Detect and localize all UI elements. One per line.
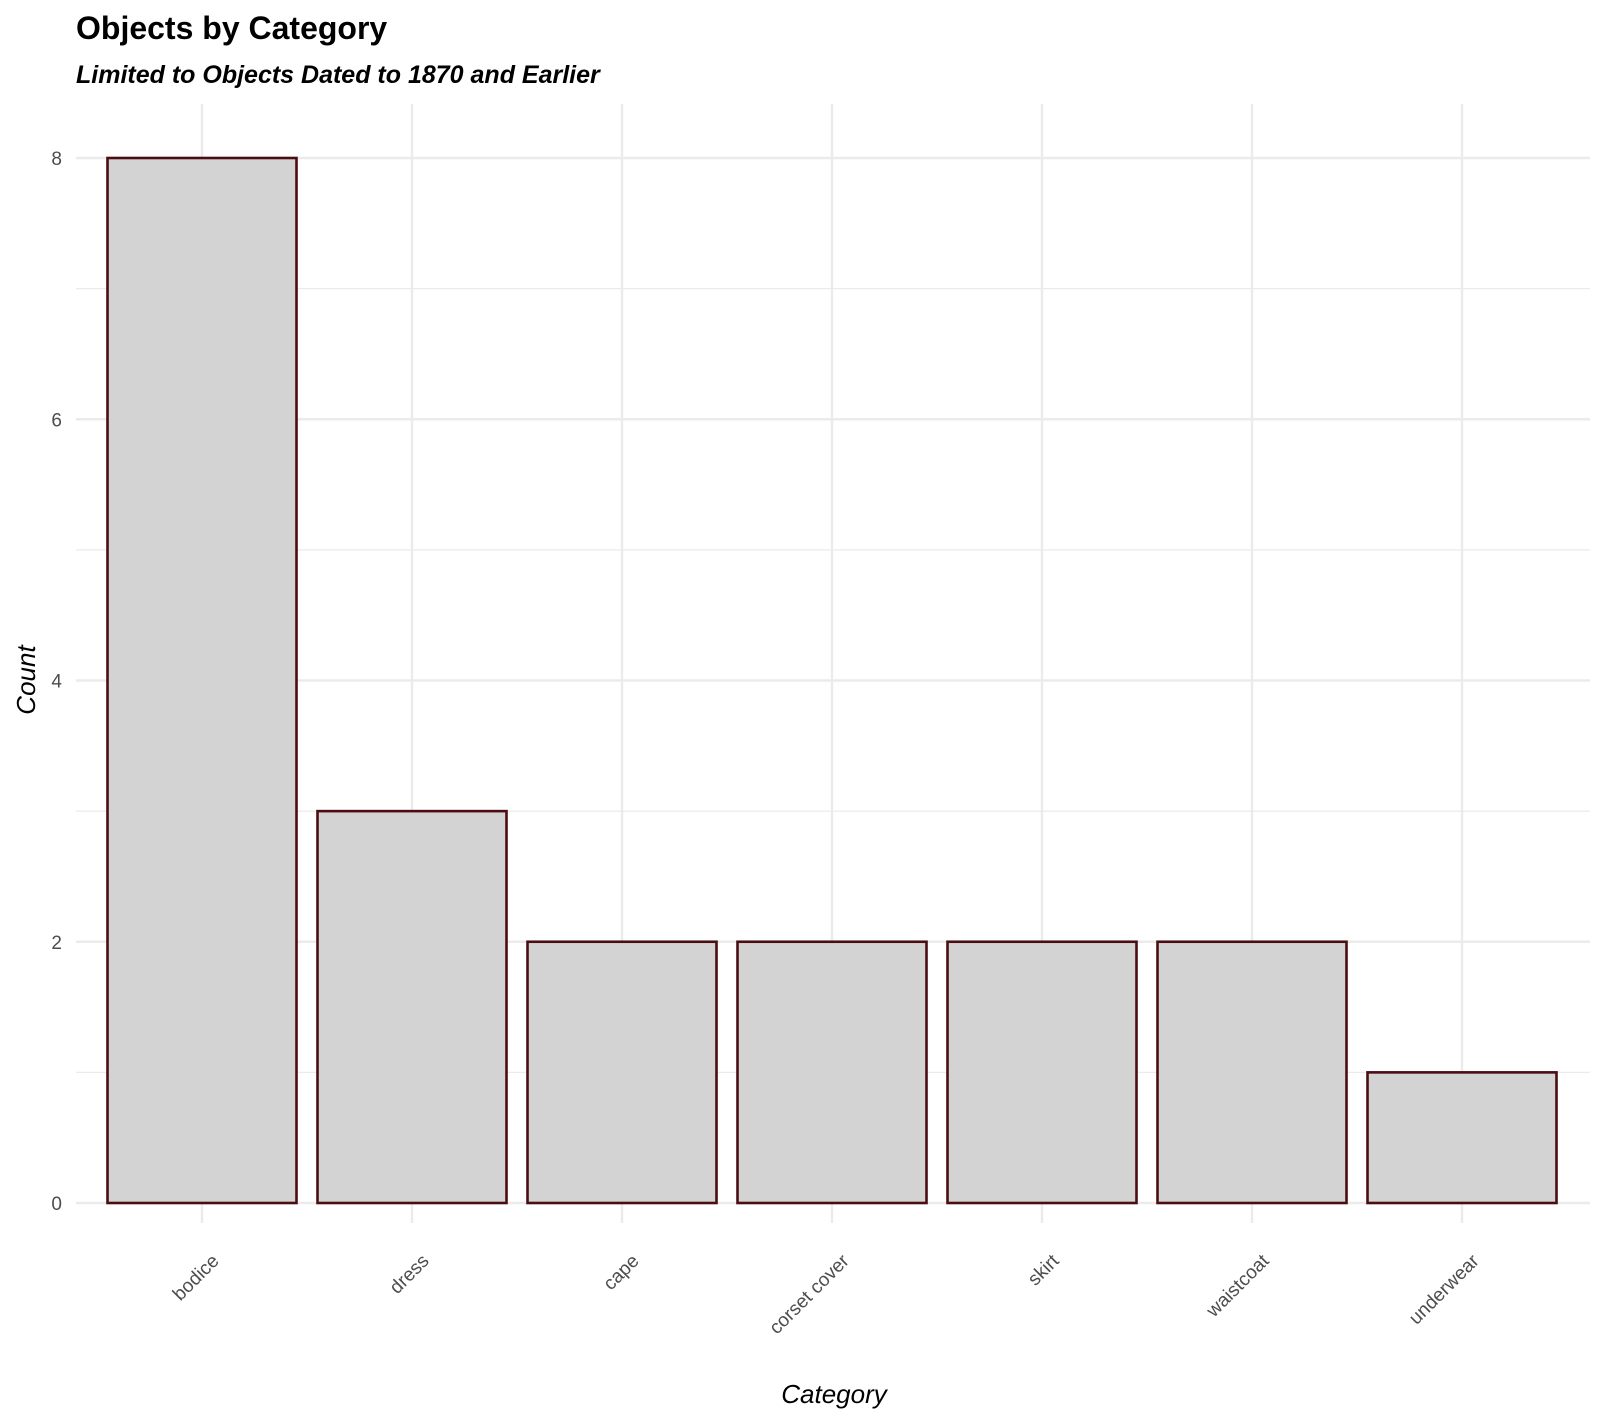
bar-skirt [946, 940, 1138, 1205]
chart-subtitle: Limited to Objects Dated to 1870 and Ear… [76, 61, 601, 89]
y-tick-labels: 0 2 4 6 8 [51, 149, 62, 1215]
bars [106, 156, 1558, 1205]
bar-bodice [106, 156, 298, 1205]
x-tick-label: bodice [169, 1251, 223, 1305]
x-tick-labels: bodice dress cape corset cover skirt waistcoa… [169, 1250, 1484, 1339]
bar-cape [526, 940, 718, 1205]
y-tick-label: 2 [51, 933, 62, 954]
x-tick-label: underwear [1405, 1250, 1484, 1329]
y-axis-title: Count [11, 644, 41, 715]
y-tick-label: 4 [51, 672, 62, 693]
y-tick-label: 0 [51, 1194, 62, 1215]
x-axis-title: Category [781, 1379, 888, 1409]
x-tick-label: dress [386, 1251, 434, 1299]
bar-underwear [1366, 1071, 1558, 1205]
x-tick-label: waistcoat [1202, 1250, 1274, 1322]
bar-dress [316, 809, 508, 1205]
bar-waistcoat [1156, 940, 1348, 1205]
y-tick-label: 8 [51, 149, 62, 170]
x-tick-label: skirt [1024, 1250, 1064, 1290]
bar-corset-cover [736, 940, 928, 1205]
y-tick-label: 6 [51, 410, 62, 431]
x-tick-label: cape [600, 1251, 644, 1295]
chart-title: Objects by Category [76, 10, 387, 46]
x-tick-label: corset cover [766, 1250, 854, 1338]
